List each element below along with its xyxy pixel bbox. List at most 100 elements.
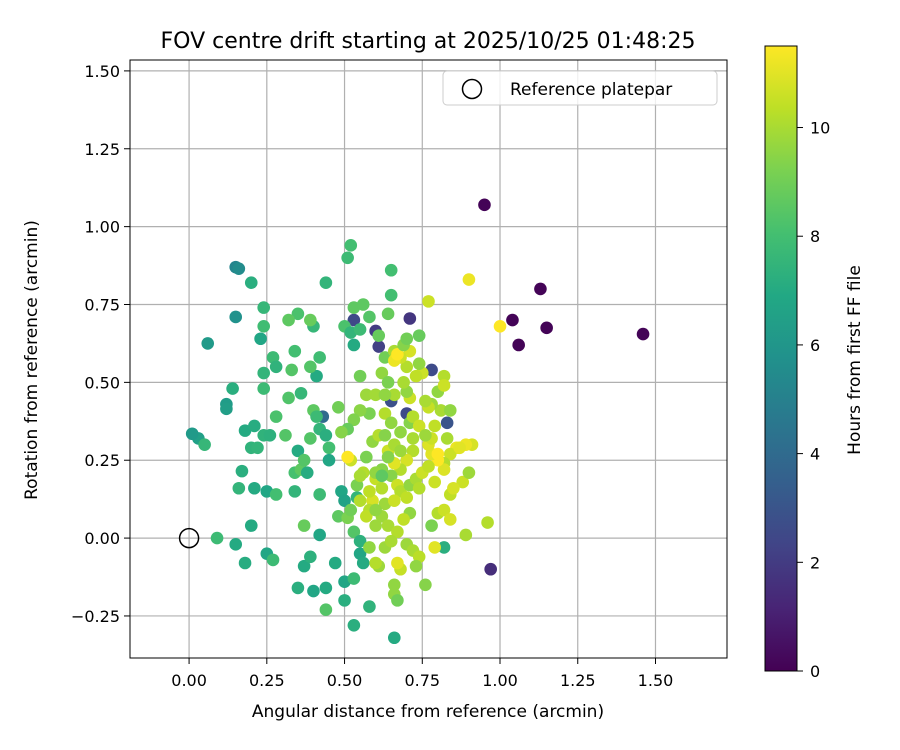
data-point — [363, 310, 376, 324]
data-point — [332, 400, 345, 414]
data-point — [353, 323, 367, 336]
y-tick-label: 0.00 — [84, 529, 120, 548]
data-point — [375, 481, 389, 495]
colorbar: Hours from first FF file 0 2 4 6 8 10 — [764, 45, 865, 681]
data-point — [319, 603, 333, 617]
data-point — [387, 578, 401, 592]
colorbar-label: Hours from first FF file — [845, 265, 865, 455]
plot-frame — [129, 59, 728, 659]
data-point — [353, 494, 367, 508]
data-point — [341, 251, 354, 265]
data-point — [304, 550, 317, 564]
data-point — [428, 475, 442, 489]
reference-marker — [178, 527, 200, 549]
data-point — [266, 553, 280, 567]
colorbar-tick-label: 8 — [810, 227, 820, 246]
data-point — [310, 369, 323, 383]
data-point — [363, 485, 376, 498]
data-point — [198, 438, 211, 451]
data-point — [425, 519, 438, 532]
data-point — [282, 391, 295, 405]
data-point — [344, 503, 358, 517]
data-point — [387, 631, 401, 645]
data-point — [534, 282, 547, 296]
data-point — [422, 460, 435, 473]
data-point — [248, 419, 261, 433]
data-point — [437, 379, 451, 392]
data-point — [437, 541, 451, 554]
data-point — [403, 312, 417, 325]
data-point — [291, 444, 305, 458]
data-point — [419, 578, 432, 592]
data-point — [428, 541, 442, 554]
data-point — [412, 329, 426, 342]
data-point — [384, 288, 398, 302]
x-tick-label: 0.00 — [171, 671, 207, 690]
data-point — [282, 313, 295, 327]
data-point — [440, 416, 454, 430]
data-point — [229, 538, 243, 551]
y-tick-label: 1.50 — [84, 62, 120, 81]
data-point — [456, 475, 470, 489]
data-point — [443, 513, 457, 526]
data-point — [372, 329, 386, 342]
data-point — [257, 366, 271, 380]
data-point — [431, 447, 445, 461]
data-point — [437, 503, 451, 517]
data-point — [347, 413, 361, 427]
data-point — [288, 344, 302, 358]
data-point — [347, 525, 361, 539]
data-point — [387, 494, 401, 508]
data-point — [391, 525, 404, 539]
data-point — [419, 429, 432, 442]
y-tick-label: 0.25 — [84, 451, 120, 470]
colorbar-tick-label: 2 — [810, 553, 820, 572]
data-point — [506, 313, 519, 327]
data-point — [363, 541, 376, 554]
data-point — [375, 366, 389, 380]
data-point — [353, 469, 367, 483]
data-point — [332, 509, 345, 523]
data-point — [201, 337, 215, 350]
data-point — [378, 429, 392, 442]
data-point — [381, 376, 395, 389]
x-tick-label: 1.00 — [482, 671, 518, 690]
data-point — [394, 425, 407, 439]
data-point — [285, 363, 298, 377]
data-point — [422, 295, 435, 308]
data-point — [384, 469, 398, 483]
data-point — [257, 319, 271, 333]
data-point — [409, 559, 423, 573]
data-point — [419, 394, 432, 408]
data-point — [400, 332, 414, 346]
data-point — [375, 469, 389, 483]
data-point — [313, 488, 326, 501]
x-tick-label: 0.50 — [327, 671, 363, 690]
y-tick-label: 0.75 — [84, 295, 120, 314]
y-axis-title: Rotation from reference (arcmin) — [22, 220, 42, 500]
data-point — [412, 357, 426, 370]
data-point — [369, 519, 382, 532]
data-point — [210, 531, 224, 545]
y-tick-label: 1.25 — [84, 140, 120, 159]
data-point — [304, 360, 317, 374]
chart-title: FOV centre drift starting at 2025/10/25 … — [161, 29, 696, 54]
data-point — [437, 369, 451, 383]
data-point — [319, 581, 333, 595]
data-point — [478, 198, 491, 212]
data-point — [338, 494, 351, 508]
data-point — [384, 534, 398, 548]
data-point — [384, 263, 398, 277]
data-point — [360, 388, 373, 402]
data-point — [310, 410, 323, 423]
data-point — [493, 319, 507, 333]
data-point — [313, 351, 326, 364]
x-tick-label: 0.25 — [249, 671, 285, 690]
colorbar-tick-label: 10 — [810, 119, 830, 138]
data-point — [291, 581, 305, 595]
data-point — [412, 481, 426, 495]
x-tick-label: 1.50 — [638, 671, 674, 690]
legend-label: Reference platepar — [510, 80, 672, 100]
data-point — [220, 402, 233, 416]
legend: Reference platepar — [442, 70, 718, 106]
